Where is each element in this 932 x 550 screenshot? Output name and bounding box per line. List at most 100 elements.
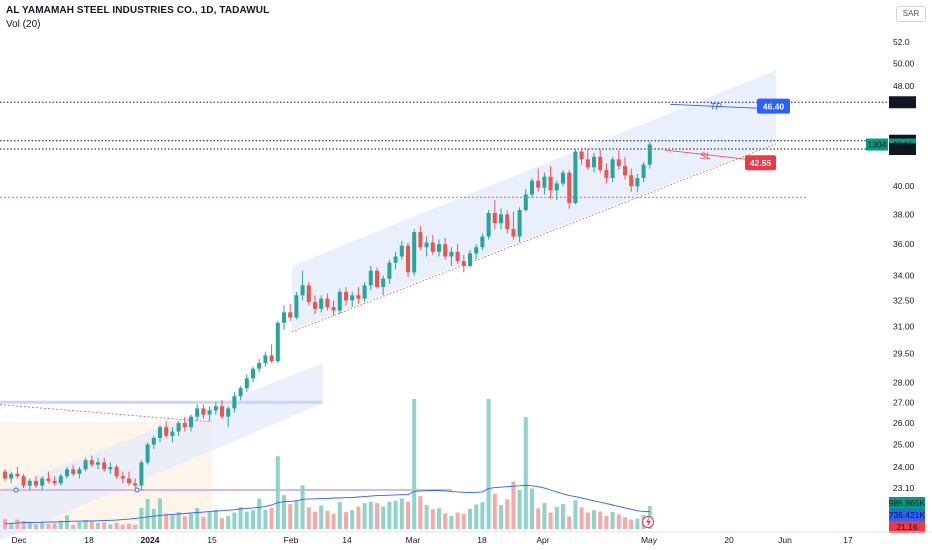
candle	[424, 236, 429, 257]
volume-bar	[585, 512, 590, 529]
candle	[58, 473, 63, 486]
volume-bar	[406, 501, 410, 529]
candle	[89, 455, 94, 467]
candle	[449, 247, 454, 266]
candle	[523, 188, 528, 212]
volume-bar	[96, 522, 100, 529]
candle-body	[220, 406, 224, 417]
volume-bar	[52, 523, 57, 529]
price-tick-label: 23.10	[893, 483, 915, 493]
volume-bar	[337, 502, 342, 529]
candle-body	[443, 244, 448, 257]
volume-bar	[170, 515, 175, 529]
candle	[220, 400, 224, 419]
volume-bar	[158, 498, 162, 529]
volume-bar	[561, 504, 565, 529]
volume-bar	[127, 523, 131, 529]
volume-bar	[443, 513, 448, 529]
channel-support-trendline	[291, 143, 777, 333]
price-axis-tag	[889, 96, 916, 109]
candle-body	[313, 302, 317, 309]
candle	[288, 303, 293, 322]
candle-body	[244, 378, 249, 389]
volume-bar	[65, 515, 69, 529]
volume-axis-tag	[889, 497, 925, 509]
volume-bar	[244, 511, 249, 529]
candle-body	[381, 278, 386, 287]
candle	[201, 404, 206, 419]
volume-bar	[449, 515, 454, 529]
candle-body	[120, 476, 125, 479]
volume-bar	[356, 506, 361, 529]
candle	[368, 265, 373, 291]
candle-body	[430, 242, 435, 252]
volume-bar	[213, 509, 218, 529]
volume-bar	[461, 513, 466, 529]
volume-bar	[499, 505, 503, 529]
volume-bar	[430, 509, 435, 529]
volume-bar	[548, 512, 553, 529]
candle-body	[461, 261, 466, 266]
candle	[468, 250, 472, 268]
volume-bar	[437, 508, 441, 529]
candle	[437, 239, 441, 257]
candle-body	[269, 355, 274, 362]
candle	[269, 344, 274, 363]
volume-bar	[313, 511, 317, 529]
candle	[40, 476, 45, 491]
candle	[83, 457, 88, 472]
candle-body	[207, 410, 212, 415]
candle	[257, 359, 262, 373]
candle	[573, 149, 578, 205]
price-axis-tag	[889, 143, 916, 156]
volume-bar	[282, 495, 286, 529]
candle	[542, 172, 547, 195]
volume-bar	[610, 512, 615, 529]
candle-body	[257, 362, 262, 369]
candle	[158, 425, 162, 443]
candle-body	[592, 156, 596, 168]
candle-body	[176, 422, 181, 432]
candle	[530, 178, 534, 198]
volume-bar	[480, 502, 485, 529]
candle	[486, 210, 491, 240]
candle	[164, 420, 169, 438]
volume-bar	[319, 505, 324, 529]
volume-bar	[418, 496, 423, 529]
currency-badge[interactable]: SAR	[896, 6, 926, 22]
price-tick-label: 29.50	[893, 349, 915, 359]
candle-body	[275, 322, 280, 362]
price-axis-tag-text: 46.60	[892, 97, 914, 107]
symbol-title[interactable]: AL YAMAMAH STEEL INDUSTRIES CO., 1D, TAD…	[6, 5, 270, 16]
volume-bar	[344, 512, 348, 529]
volume-bar	[424, 505, 429, 529]
volume-bar	[195, 507, 200, 529]
time-axis-label: Mar	[406, 535, 421, 545]
candle-body	[449, 251, 454, 257]
volume-indicator-label[interactable]: Vol (20)	[6, 19, 41, 30]
volume-bar	[189, 513, 193, 529]
volume-bar	[530, 488, 534, 529]
price-tick-label: 31.00	[893, 321, 915, 331]
candle	[356, 286, 361, 304]
candle	[412, 229, 417, 276]
candle-body	[350, 295, 355, 301]
time-axis-label: 17	[843, 535, 853, 545]
price-tick-label: 38.00	[893, 209, 915, 219]
candle-body	[27, 480, 32, 486]
volume-bar	[511, 481, 516, 529]
candle-body	[530, 180, 534, 195]
volume-bar	[34, 524, 38, 529]
volume-bar	[238, 506, 243, 529]
candle	[592, 152, 596, 173]
candle	[641, 162, 646, 183]
volume-bar	[387, 501, 392, 529]
volume-bar	[362, 503, 367, 529]
candle	[399, 241, 404, 260]
sl-price-text: 42.55	[750, 158, 772, 168]
candle	[505, 210, 510, 234]
volume-bar	[102, 522, 107, 529]
candle-body	[34, 480, 38, 486]
volume-bar	[232, 512, 237, 529]
